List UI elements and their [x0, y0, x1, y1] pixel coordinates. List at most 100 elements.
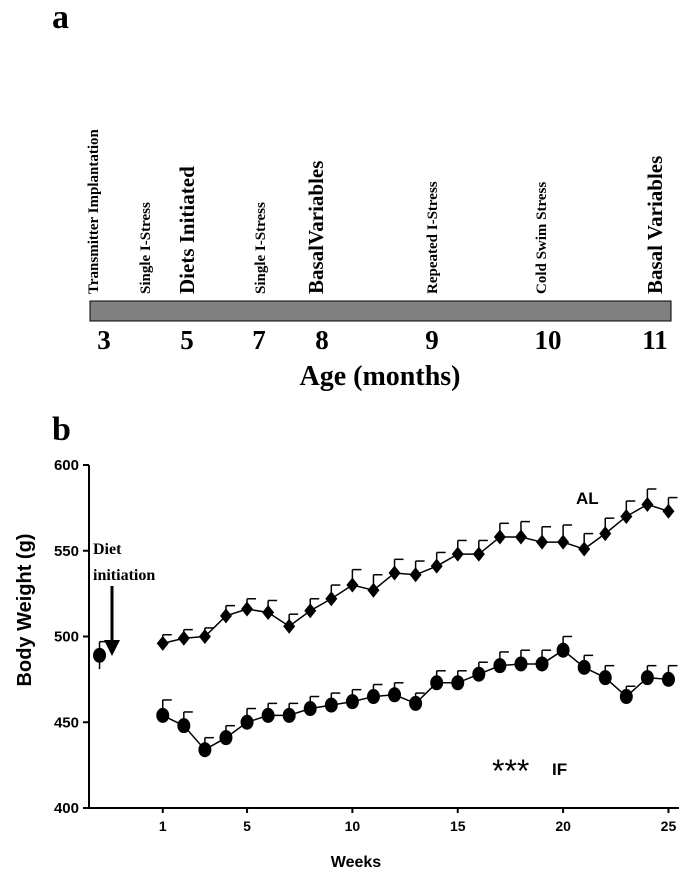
diet-initiation-annotation: Diet initiation: [93, 541, 155, 656]
age-tick-label: 9: [425, 325, 439, 355]
data-point: [198, 629, 211, 644]
data-point: [536, 534, 549, 550]
data-point: [430, 675, 444, 691]
age-tick-label: 7: [252, 325, 266, 355]
data-point: [514, 656, 528, 672]
age-tick-label: 10: [535, 325, 562, 355]
data-point: [388, 687, 402, 703]
x-tick-label: 20: [555, 818, 571, 834]
y-tick-label: 550: [54, 543, 79, 560]
x-tick-label: 10: [345, 818, 361, 834]
series-al: AL: [156, 488, 678, 651]
series-label: AL: [576, 489, 599, 508]
data-point: [493, 658, 507, 674]
age-tick-label: 8: [315, 325, 329, 355]
x-axis-title: Weeks: [331, 854, 382, 871]
data-point: [599, 526, 612, 542]
data-point: [304, 603, 317, 619]
data-point: [388, 565, 401, 581]
panel-b-label: b: [52, 411, 71, 448]
data-point: [262, 604, 275, 620]
data-point: [556, 642, 570, 658]
data-point: [598, 670, 612, 686]
timeline-bar: [89, 300, 672, 322]
y-tick-label: 400: [54, 800, 79, 817]
series-if: IF: [156, 635, 678, 779]
event-label: BasalVariables: [304, 161, 328, 294]
data-point: [198, 742, 212, 758]
data-point: [156, 635, 169, 651]
data-point: [557, 534, 570, 550]
age-axis-title: Age (months): [300, 361, 461, 392]
data-point: [240, 714, 254, 730]
data-point: [451, 675, 465, 691]
event-label: Repeated I-Stress: [425, 181, 441, 294]
event-label: Transmitter Implantation: [86, 128, 102, 294]
data-point: [641, 496, 654, 512]
data-point: [367, 582, 380, 598]
timeline-events: Transmitter Implantation Single I-Stress D…: [86, 128, 667, 294]
significance-marker: ***: [492, 753, 529, 789]
panel-a-label: a: [52, 0, 69, 36]
data-point: [409, 695, 423, 711]
x-tick-label: 1: [159, 818, 167, 834]
data-point: [661, 671, 675, 687]
data-point: [535, 656, 549, 672]
age-ticks: 3 5 7 8 9 10 11: [97, 325, 668, 355]
data-point: [662, 503, 675, 519]
x-tick-label: 15: [450, 818, 466, 834]
diet-initiation-label: Diet initiation: [93, 541, 155, 584]
y-tick-label: 450: [54, 714, 79, 731]
data-point: [578, 541, 591, 557]
series-label: IF: [552, 760, 567, 779]
series-layer: AL IF: [93, 488, 678, 779]
x-tick-label: 5: [243, 818, 251, 834]
data-point: [472, 666, 486, 682]
y-ticks: 400 450 500 550 600: [54, 457, 89, 817]
y-tick-label: 600: [54, 457, 79, 474]
data-point: [177, 718, 191, 734]
data-point: [409, 567, 422, 583]
data-point: [219, 730, 233, 746]
data-point: [430, 558, 443, 574]
age-tick-label: 11: [642, 325, 668, 355]
data-point: [324, 697, 338, 713]
y-axis-title: Body Weight (g): [14, 534, 36, 687]
data-point: [493, 529, 506, 545]
event-label: Single I-Stress: [138, 202, 154, 294]
diet-initiation-line-2: initiation: [93, 567, 155, 584]
data-point: [346, 577, 359, 593]
data-point: [620, 508, 633, 524]
data-point: [345, 694, 359, 710]
data-point: [619, 689, 633, 705]
data-point: [514, 529, 527, 545]
y-tick-label: 500: [54, 629, 79, 646]
data-point: [241, 601, 254, 617]
arrow-down-icon: [104, 640, 120, 656]
data-point: [451, 546, 464, 562]
data-point: [325, 591, 338, 607]
data-point: [303, 701, 317, 717]
data-point: [366, 689, 380, 705]
diet-initiation-line-1: Diet: [93, 541, 122, 558]
event-label: Cold Swim Stress: [534, 182, 550, 294]
x-ticks: 1 5 10 15 20 25: [159, 808, 677, 834]
age-tick-label: 5: [180, 325, 194, 355]
data-point: [640, 670, 654, 686]
data-point: [577, 659, 591, 675]
x-tick-label: 25: [661, 818, 677, 834]
data-point: [282, 707, 296, 723]
data-point: [93, 647, 107, 663]
data-point: [283, 618, 296, 634]
data-point: [472, 546, 485, 562]
data-point: [156, 707, 170, 723]
event-label: Single I-Stress: [253, 202, 269, 294]
data-point: [261, 707, 275, 723]
baseline-point-group: [93, 640, 109, 670]
event-label: Basal Variables: [643, 156, 667, 294]
event-label: Diets Initiated: [175, 166, 199, 294]
data-point: [219, 608, 232, 624]
age-tick-label: 3: [97, 325, 111, 355]
